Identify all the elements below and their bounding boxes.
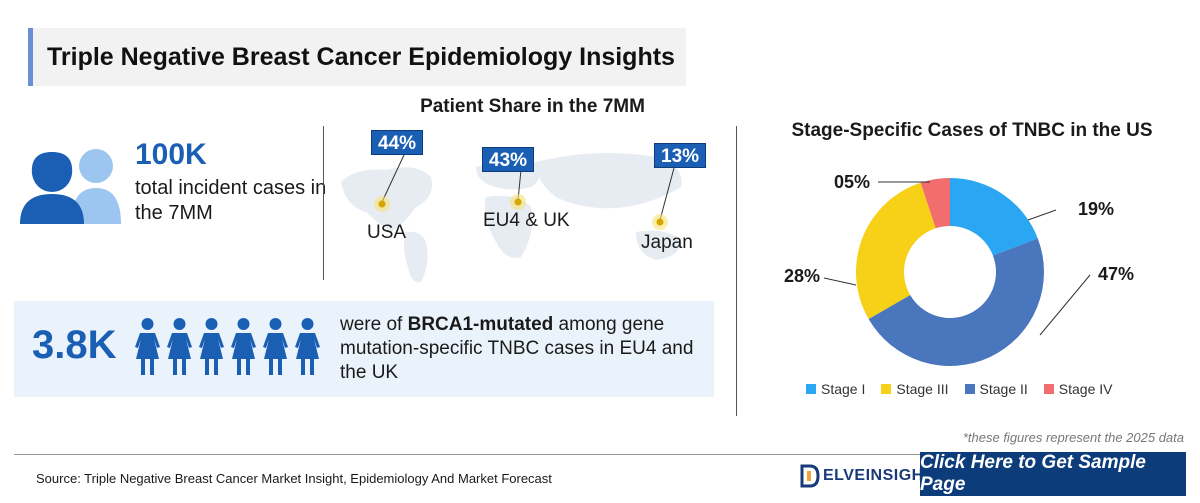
donut-chart: 19% 47% 28% 05% <box>760 160 1190 380</box>
eu-label: EU4 & UK <box>483 210 570 231</box>
delveinsight-logo: ELVEINSIGHT <box>800 464 934 488</box>
people-icon <box>20 149 121 224</box>
data-label: 28% <box>784 266 820 286</box>
brca-description: were of BRCA1-mutated among gene mutatio… <box>340 314 694 383</box>
map-title: Patient Share in the 7MM <box>420 96 645 117</box>
incident-description: total incident cases in the 7MM <box>135 177 327 224</box>
data-label: 47% <box>1098 264 1134 284</box>
woman-icon <box>167 318 192 375</box>
legend-label: Stage III <box>896 381 949 397</box>
title-banner: Triple Negative Breast Cancer Epidemiolo… <box>28 28 686 86</box>
legend-label: Stage II <box>979 381 1028 397</box>
brca-highlight: BRCA1-mutated <box>407 314 554 335</box>
legend-item: Stage II <box>964 381 1028 397</box>
divider <box>323 126 324 280</box>
slice-stage-i <box>950 178 1038 256</box>
woman-icon <box>295 318 320 375</box>
incident-stat: 100K total incident cases in the 7MM <box>14 138 326 228</box>
source-text: Source: Triple Negative Breast Cancer Ma… <box>36 471 552 486</box>
slice-stage-iv <box>920 178 950 229</box>
leader-line <box>823 277 857 286</box>
chart-legend: Stage I Stage III Stage II Stage IV <box>806 381 1113 397</box>
logo-text: ELVEINSIGHT <box>823 467 934 484</box>
women-icons <box>134 317 321 377</box>
world-map: 44% USA 43% EU4 & UK 13% Japan <box>336 122 716 287</box>
leader-line <box>1039 274 1091 336</box>
legend-swatch <box>806 384 816 394</box>
divider <box>736 126 737 416</box>
woman-icon <box>263 318 288 375</box>
sample-page-button[interactable]: Click Here to Get Sample Page <box>920 452 1186 496</box>
legend-item: Stage III <box>881 381 949 397</box>
usa-label: USA <box>367 222 407 243</box>
footnote: *these figures represent the 2025 data <box>962 430 1184 445</box>
incident-value: 100K <box>135 138 207 171</box>
eu-share-badge: 43% <box>482 147 535 172</box>
divider <box>14 454 1186 455</box>
slice-stage-ii <box>868 238 1044 367</box>
slice-stage-iii <box>856 182 936 319</box>
legend-label: Stage I <box>821 381 866 397</box>
japan-share-badge: 13% <box>654 143 707 168</box>
leader-line <box>1027 209 1057 221</box>
woman-icon <box>231 318 256 375</box>
legend-swatch <box>1043 384 1054 394</box>
brca-stat: 3.8K were of BRCA1-mutated among gene mu… <box>14 301 714 397</box>
woman-icon <box>199 318 224 375</box>
legend-swatch <box>964 384 975 394</box>
legend-item: Stage I <box>806 381 865 397</box>
chart-title: Stage-Specific Cases of TNBC in the US <box>791 120 1153 141</box>
data-label: 19% <box>1078 199 1114 219</box>
data-label: 05% <box>834 172 870 192</box>
legend-label: Stage IV <box>1058 381 1113 397</box>
legend-item: Stage IV <box>1043 381 1113 397</box>
woman-icon <box>135 318 160 375</box>
legend-swatch <box>881 384 892 394</box>
map-leader-lines <box>374 154 675 230</box>
logo-mark-icon <box>800 464 820 488</box>
usa-share-badge: 44% <box>371 130 424 155</box>
brca-value: 3.8K <box>32 323 117 367</box>
japan-label: Japan <box>641 232 693 253</box>
page-title: Triple Negative Breast Cancer Epidemiolo… <box>47 42 675 71</box>
